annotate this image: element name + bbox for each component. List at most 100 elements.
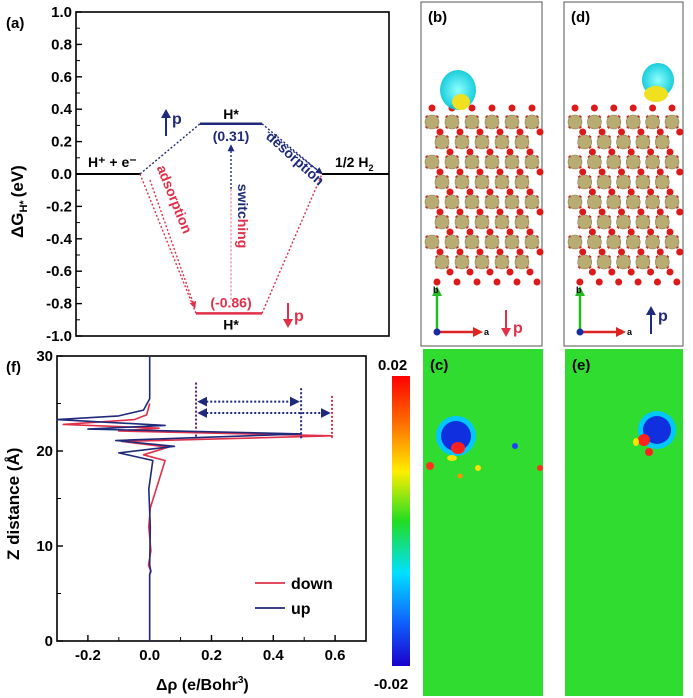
slab-atom-oxygen [496, 168, 504, 176]
slab-atom-metal [434, 174, 450, 190]
slab-atom-metal [567, 194, 583, 210]
slab-atom-oxygen [656, 168, 664, 176]
slab-atom-metal [606, 194, 622, 210]
slab-atom-metal [434, 214, 450, 230]
panel-c-atom-3 [537, 465, 543, 471]
slab-atom-oxygen [476, 248, 484, 256]
desorption-label: desorption [263, 128, 327, 188]
series-down [62, 403, 333, 641]
slab-atom-oxygen [656, 128, 664, 136]
slab-atom-oxygen [576, 278, 584, 286]
slab-atom-metal [625, 194, 641, 210]
slab-atom-oxygen [488, 104, 496, 112]
slab-atom-oxygen [676, 168, 684, 176]
slab-atom-oxygen [513, 278, 521, 286]
slab-atom-oxygen [598, 168, 606, 176]
slab-atom-oxygen [466, 228, 474, 236]
label-hstar-down: H* [223, 316, 239, 332]
slab-atom-metal [424, 194, 440, 210]
legend-down-label: down [291, 576, 333, 593]
panel-d-charge-lobe-yellow [644, 86, 668, 102]
slab-atom-oxygen [595, 278, 603, 286]
panel-f-x-tick-label: -0.2 [75, 647, 101, 664]
slab-atom-metal [524, 234, 540, 250]
slab-atom-metal [514, 254, 530, 270]
slab-atom-metal [494, 134, 510, 150]
slab-atom-metal [606, 234, 622, 250]
slab-atom-oxygen [496, 128, 504, 136]
slab-atom-oxygen [579, 208, 587, 216]
slab-atom-oxygen [608, 268, 616, 276]
slab-atom-oxygen [476, 208, 484, 216]
slab-atom-metal [587, 114, 602, 130]
panel-f-x-tick-label: 0.4 [263, 647, 285, 664]
slab-atom-oxygen [526, 188, 534, 196]
slab-atom-oxygen [579, 168, 587, 176]
panel-f-x-tick-label: 0.6 [325, 647, 346, 664]
panel-f-y-tick-label: 10 [36, 538, 53, 555]
slab-atom-oxygen [649, 104, 657, 112]
slab-atom-metal [654, 254, 670, 270]
panel-a-tick-label: 0.8 [51, 36, 72, 53]
slab-atom-oxygen [676, 128, 684, 136]
slab-atom-metal [464, 154, 480, 170]
slab-atom-metal [567, 114, 583, 130]
panel-f-x-tick-label: 0.0 [139, 647, 160, 664]
panel-c-atom-5 [457, 473, 463, 479]
panel-a-y-ticks: 1.0 0.8 0.6 0.4 0.2 0.0 -0.2 -0.4 -0.6 -0.8 -1.0 [46, 4, 82, 345]
panel-a-tick-label: -0.6 [46, 263, 72, 280]
slab-atom-metal [444, 194, 460, 210]
panel-d-a-arrowhead [616, 327, 626, 337]
slab-atom-oxygen [428, 104, 436, 112]
slab-atom-oxygen [666, 148, 674, 156]
slab-atom-oxygen [516, 208, 524, 216]
slab-atom-metal [454, 214, 470, 230]
slab-atom-metal [424, 154, 440, 170]
panel-d-p-label: p [658, 308, 668, 325]
slab-atom-oxygen [618, 128, 625, 136]
slab-atom-oxygen [536, 128, 544, 136]
panel-b-a-label: a [484, 327, 490, 337]
slab-atom-metal [514, 214, 530, 230]
slab-atom-oxygen [506, 188, 514, 196]
panel-a-levels: H⁺ + e⁻ 1/2 H2 H* (0.31) (-0.86) H* adsorption… [76, 106, 389, 332]
slab-atom-metal [514, 174, 530, 190]
panel-e-lobe-red-2 [645, 448, 653, 456]
slab-atom-oxygen [496, 208, 504, 216]
slab-atom-metal [654, 134, 670, 150]
slab-atom-oxygen [666, 268, 674, 276]
slab-atom-metal [434, 134, 450, 150]
slab-atom-oxygen [486, 188, 494, 196]
slab-atom-metal [625, 114, 641, 130]
panel-b-axes: b a p [432, 285, 523, 337]
slab-atom-metal [454, 254, 470, 270]
slab-atom-oxygen [668, 104, 676, 112]
slab-atom-oxygen [516, 128, 524, 136]
panel-b-p-label: p [513, 320, 523, 337]
panel-c-lobe-red [451, 442, 465, 454]
series-up [56, 356, 302, 641]
panel-a-tick-label: -0.8 [46, 296, 72, 313]
panel-d: (d) b a p [563, 1, 684, 347]
panel-f-x-axis-label: Δρ (e/Bohr3) [156, 675, 249, 694]
p-up-label: p [172, 111, 182, 128]
slab-atom-oxygen [608, 188, 616, 196]
slab-atom-metal [454, 134, 470, 150]
switching-label: switching [235, 184, 251, 249]
panel-f-y-tick-label: 0 [45, 633, 53, 650]
panel-b-slab [424, 104, 544, 286]
slab-atom-metal [645, 194, 660, 210]
slab-atom-metal [645, 154, 660, 170]
slab-atom-metal [577, 254, 593, 270]
slab-atom-oxygen [536, 168, 544, 176]
slab-atom-metal [654, 214, 670, 230]
panel-d-label: (d) [571, 9, 590, 26]
slab-atom-oxygen [588, 228, 596, 236]
slab-atom-oxygen [666, 228, 674, 236]
slab-atom-oxygen [468, 104, 476, 112]
slab-atom-oxygen [508, 104, 516, 112]
slab-atom-metal [504, 154, 520, 170]
slab-atom-metal [635, 254, 651, 270]
panel-e-lobe-yellow [633, 438, 639, 446]
